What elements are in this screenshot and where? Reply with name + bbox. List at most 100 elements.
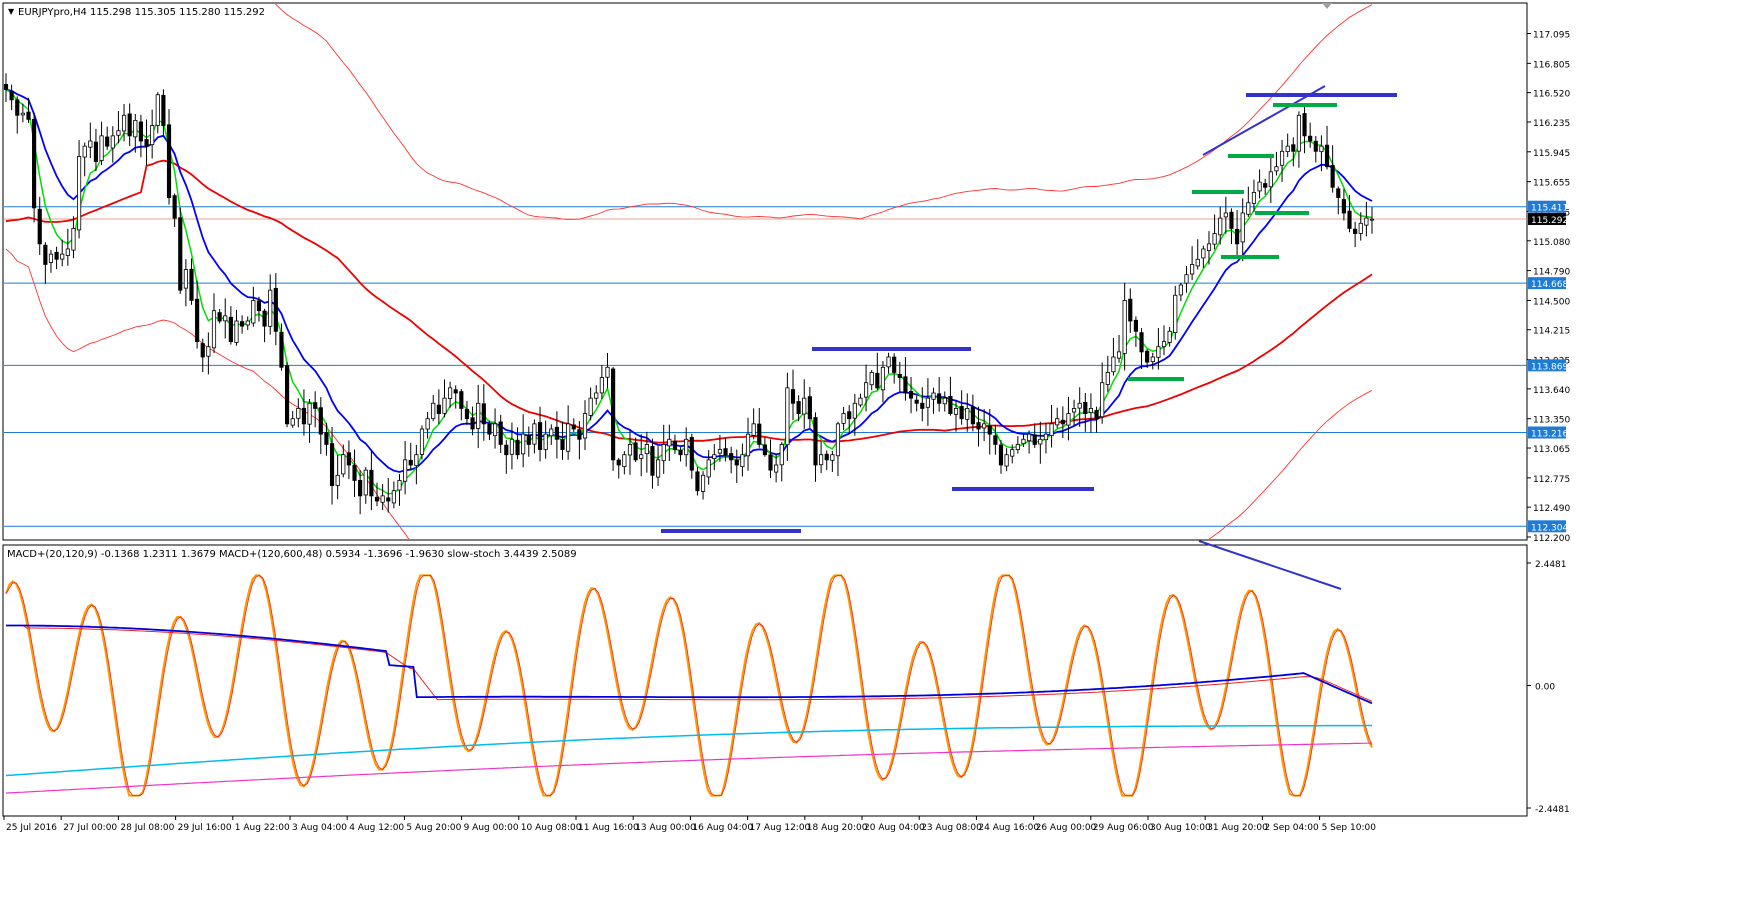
candle-bull	[751, 423, 756, 436]
candle-bull	[841, 413, 846, 424]
candle-bear	[178, 217, 183, 291]
price-axis: 117.095 116.805 116.520 116.235 115.945 115.6…	[1527, 31, 1570, 544]
candle-bull	[268, 289, 273, 327]
candle-bull	[425, 418, 430, 430]
candle-bull	[639, 454, 644, 459]
candle-bull	[1015, 444, 1020, 451]
candle-bear	[1308, 135, 1313, 142]
candle-bear	[189, 268, 194, 301]
candle-bear	[633, 442, 638, 461]
candle-bear	[1128, 298, 1133, 322]
candle-bull	[863, 382, 869, 398]
candle-bear	[217, 312, 222, 322]
candle-bull	[869, 372, 874, 386]
candle-bear	[1060, 419, 1065, 425]
horizontal-levels	[4, 206, 1527, 527]
candle-bull	[521, 433, 526, 455]
candle-bull	[588, 397, 593, 416]
chart-menu-icon[interactable]: ▼	[8, 7, 15, 16]
trendline-indicator	[1198, 540, 1342, 590]
candlesticks	[4, 73, 1375, 515]
candle-bear	[37, 208, 42, 245]
candle-bear	[318, 407, 323, 435]
time-tick-label: 18 Aug 20:00	[807, 823, 868, 833]
candle-bear	[937, 393, 942, 404]
candle-bull	[448, 387, 453, 399]
price-tick-label: 117.095	[1533, 31, 1570, 41]
candle-bear	[1083, 401, 1088, 414]
price-pane-frame	[2, 2, 1528, 541]
candle-bull	[779, 444, 784, 466]
indicator-tick-label: 0.00	[1535, 683, 1555, 693]
candle-bear	[914, 399, 919, 404]
candle-bear	[998, 444, 1004, 466]
candle-bull	[1027, 433, 1032, 442]
candle-bear	[4, 84, 9, 90]
candle-bull	[1364, 217, 1369, 226]
candle-bear	[908, 391, 914, 399]
candle-bear	[436, 404, 441, 414]
candle-bull	[785, 387, 790, 446]
time-tick-label: 23 Aug 08:00	[921, 823, 982, 833]
candle-bull	[88, 140, 93, 148]
candle-bear	[723, 448, 728, 456]
candle-bull	[183, 269, 188, 289]
candle-bull	[740, 454, 745, 468]
price-level-tag	[1528, 200, 1566, 213]
price-tick-label: 112.775	[1533, 475, 1570, 485]
time-tick-label: 20 Aug 04:00	[864, 823, 925, 833]
candle-bear	[504, 444, 509, 456]
trend-annotations[interactable]	[661, 85, 1397, 590]
candle-bull	[155, 94, 160, 126]
candle-bear	[374, 496, 380, 502]
candle-bull	[1195, 258, 1200, 267]
candle-bull	[684, 438, 689, 456]
time-tick-label: 30 Aug 10:00	[1150, 823, 1211, 833]
candle-bear	[240, 321, 245, 327]
candle-bear	[537, 422, 543, 450]
candle-bear	[161, 94, 166, 126]
candle-bear	[200, 343, 205, 358]
candle-bear	[166, 124, 172, 198]
candle-bull	[1184, 274, 1189, 284]
candle-bull	[835, 423, 841, 457]
indicator-lines	[5, 574, 1373, 797]
time-tick-label: 3 Aug 04:00	[292, 823, 347, 833]
candle-bull	[880, 366, 886, 391]
candle-bear	[1139, 332, 1144, 353]
candle-bull	[116, 130, 121, 136]
price-tick-label: 114.500	[1533, 297, 1570, 307]
candle-bull	[442, 397, 447, 414]
price-tick-label: 115.080	[1533, 238, 1570, 248]
candle-bear	[273, 287, 278, 332]
candle-bear	[1032, 434, 1037, 445]
candle-bear	[464, 408, 470, 420]
candle-bull	[251, 300, 256, 324]
candle-bull	[965, 408, 970, 420]
candle-bear	[1235, 228, 1240, 245]
ma-fast-line	[5, 88, 1373, 495]
candle-bear	[678, 449, 683, 456]
candle-bull	[1111, 356, 1116, 373]
time-axis: 25 Jul 2016 27 Jul 00:00 28 Jul 08:00 29 Ju…	[3, 816, 1377, 833]
price-tags: 115.411 114.668 113.869 113.216 112.304 115.2…	[1528, 200, 1568, 533]
candle-bull	[335, 474, 340, 486]
candle-bull	[549, 428, 554, 437]
candle-bear	[1324, 144, 1330, 168]
candle-bull	[1358, 222, 1363, 234]
candle-bear	[144, 139, 149, 147]
time-tick-label: 27 Jul 00:00	[63, 823, 117, 833]
indicator-tick-label: -2.4481	[1535, 805, 1570, 815]
candle-bull	[234, 320, 239, 343]
candle-bear	[195, 298, 200, 342]
time-tick-label: 5 Sep 10:00	[1322, 823, 1377, 833]
candle-bull	[627, 444, 633, 456]
candle-bear	[970, 406, 975, 425]
candle-bear	[824, 453, 829, 461]
macd-slow-line	[5, 724, 1372, 777]
candle-bear	[672, 440, 678, 450]
candle-bull	[925, 397, 930, 408]
chart-shift-marker-icon[interactable]	[1322, 3, 1332, 9]
time-tick-label: 13 Aug 00:00	[635, 823, 696, 833]
